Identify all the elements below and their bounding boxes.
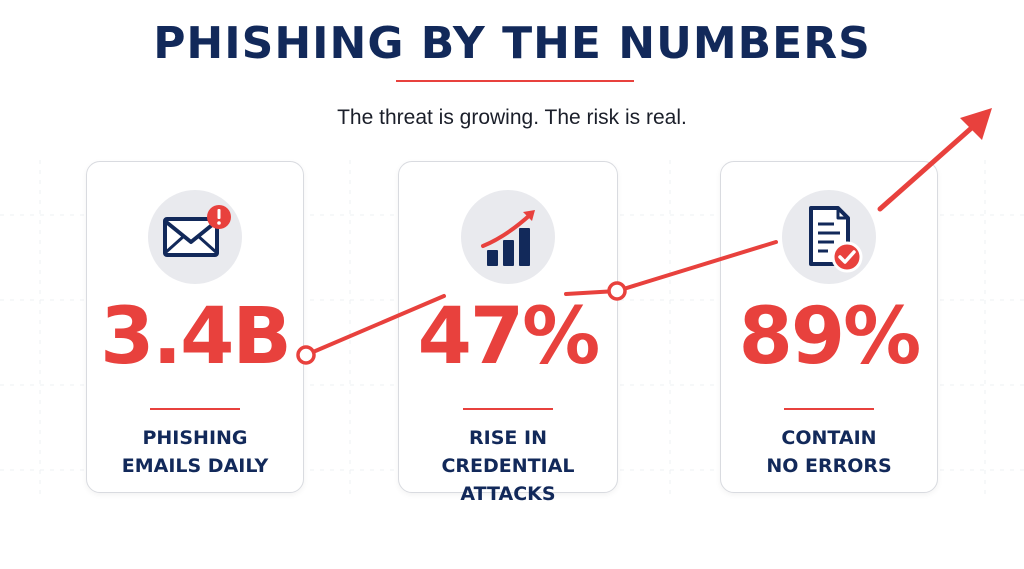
title-underline: [396, 80, 634, 82]
stat-value-credential-attacks: 47%: [417, 292, 601, 382]
stat-label-line: CONTAIN: [781, 427, 877, 449]
stat-label-line: EMAILS DAILY: [121, 455, 269, 477]
stat-underline: [784, 408, 874, 410]
document-check-icon: [782, 190, 876, 284]
stat-label-line: CREDENTIAL ATTACKS: [441, 455, 575, 505]
page-subtitle: The threat is growing. The risk is real.: [337, 106, 687, 129]
stat-label-line: RISE IN: [469, 427, 547, 449]
page-title: PHISHING BY THE NUMBERS: [153, 18, 871, 69]
stat-card-credential-attacks: 47% RISE IN CREDENTIAL ATTACKS: [398, 161, 618, 505]
stat-value-no-errors: 89%: [738, 292, 922, 382]
stat-label-no-errors: CONTAIN NO ERRORS: [721, 424, 937, 480]
stat-value-emails: 3.4B: [100, 292, 292, 382]
stat-card-emails: 3.4B PHISHING EMAILS DAILY: [86, 161, 304, 493]
email-alert-icon: [148, 190, 242, 284]
stat-underline: [463, 408, 553, 410]
rising-bar-chart-icon: [461, 190, 555, 284]
stat-label-credential-attacks: RISE IN CREDENTIAL ATTACKS: [399, 424, 617, 508]
stat-label-emails: PHISHING EMAILS DAILY: [87, 424, 303, 480]
stat-label-line: NO ERRORS: [766, 455, 892, 477]
stat-underline: [150, 408, 240, 410]
stat-label-line: PHISHING: [142, 427, 248, 449]
stat-card-no-errors: 89% CONTAIN NO ERRORS: [720, 161, 938, 493]
